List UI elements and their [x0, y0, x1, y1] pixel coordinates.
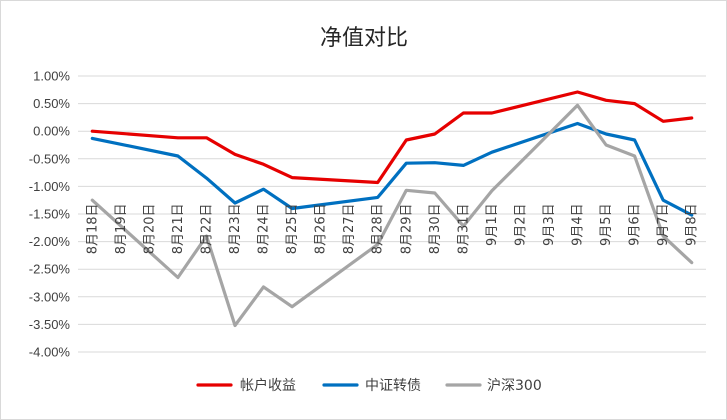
- y-tick-label: -2.50%: [29, 262, 71, 277]
- chart-title: 净值对比: [320, 26, 408, 51]
- x-tick-label: 9月7日: [656, 203, 671, 246]
- x-tick-label: 8月22日: [200, 203, 215, 254]
- x-tick-label: 8月21日: [171, 203, 186, 254]
- x-tick-label: 9月1日: [485, 203, 500, 246]
- x-tick-label: 9月3日: [542, 203, 557, 246]
- y-tick-label: -3.00%: [29, 289, 71, 304]
- x-tick-label: 8月19日: [114, 203, 129, 254]
- y-tick-label: 1.00%: [33, 69, 70, 84]
- y-tick-label: -1.00%: [29, 179, 71, 194]
- x-tick-label: 9月2日: [514, 203, 529, 246]
- x-tick-label: 8月27日: [342, 203, 357, 254]
- legend-item: 沪深300: [445, 378, 542, 394]
- x-tick-label: 8月30日: [428, 203, 443, 254]
- y-tick-label: -1.50%: [29, 207, 71, 222]
- legend-item: 中证转债: [322, 378, 421, 394]
- x-tick-label: 9月6日: [628, 203, 643, 246]
- y-tick-label: 0.00%: [33, 124, 70, 139]
- x-tick-label: 8月28日: [371, 203, 386, 254]
- x-tick-label: 9月8日: [685, 203, 700, 246]
- x-tick-label: 8月26日: [314, 203, 329, 254]
- x-tick-label: 9月4日: [571, 203, 586, 246]
- x-axis-ticks: 8月18日 8月19日 8月20日 8月21日 8月22日 8月23日 8月24日 8月25日…: [85, 203, 699, 254]
- x-tick-label: 8月24日: [257, 203, 272, 254]
- x-tick-label: 8月23日: [228, 203, 243, 254]
- series-line-1: [90, 90, 694, 185]
- legend-item: 帐户收益: [196, 377, 296, 394]
- y-tick-label: -3.50%: [29, 317, 71, 332]
- legend-label: 中证转债: [365, 378, 421, 394]
- y-tick-label: 0.50%: [33, 96, 70, 111]
- x-tick-label: 8月31日: [456, 203, 471, 254]
- series-line-3: [90, 103, 694, 328]
- series-line-2: [90, 121, 694, 217]
- legend: 帐户收益 中证转债 沪深300: [196, 377, 542, 394]
- y-tick-label: -2.00%: [29, 234, 71, 249]
- y-tick-label: -4.00%: [29, 345, 71, 360]
- x-tick-label: 8月18日: [85, 203, 100, 254]
- x-tick-label: 8月25日: [285, 203, 300, 254]
- legend-label: 沪深300: [487, 378, 542, 394]
- y-axis-ticks: 1.00% 0.50% 0.00% -0.50% -1.00% -1.50% -2.00% -…: [29, 69, 71, 360]
- x-tick-label: 8月29日: [399, 203, 414, 254]
- x-tick-label: 8月20日: [142, 203, 157, 254]
- y-tick-label: -0.50%: [29, 151, 71, 166]
- legend-label: 帐户收益: [240, 377, 296, 394]
- x-tick-label: 9月5日: [599, 203, 614, 246]
- series-lines: [90, 90, 694, 328]
